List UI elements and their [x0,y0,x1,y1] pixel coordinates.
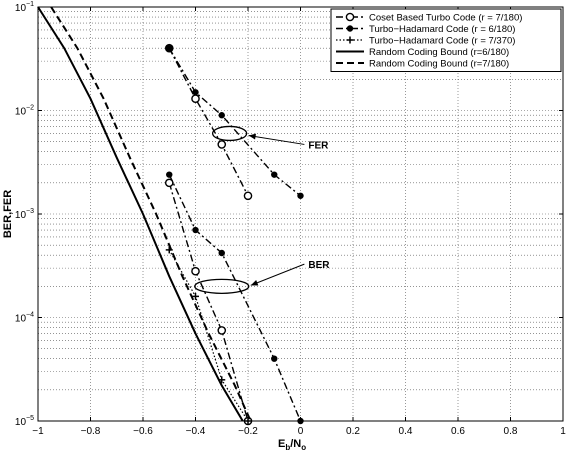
annotation-label: BER [308,260,330,271]
annotation-ellipse [194,278,250,294]
y-axis-label: BER,FER [2,190,14,238]
marker-dot [218,249,225,257]
legend: Coset Based Turbo Code (r = 7/180)Turbo−… [330,8,562,72]
annotation-ellipse [211,125,248,142]
annotation-arrow-line [250,263,305,286]
x-tick-label: −0.4 [186,426,206,437]
annotation-arrow-line [248,134,305,145]
marker-dot [271,355,278,362]
marker-open-circle [191,266,200,276]
x-tick-label: 0.4 [399,426,413,437]
x-axis-ticks: −1 −0.8 −0.6 −0.4 −0.2 0 0.2 0.4 0.6 0.8 1 [32,7,566,437]
annotation-label: FER [308,140,329,151]
marker-open-circle [217,326,227,335]
marker-open-circle [345,12,355,22]
y-tick-label: 10−4 [15,312,34,325]
legend-label: Random Coding Bound (r=6/180) [369,47,509,58]
legend-box [330,8,562,72]
series-3 [166,171,304,425]
legend-item: Random Coding Bound (r=6/180) [336,47,509,58]
x-tick-label: −1 [32,426,44,437]
series-2 [166,44,304,199]
marker-dot [271,171,278,178]
y-tick-label: 10−3 [15,208,34,221]
series-line [50,6,252,422]
marker-dot [166,44,173,52]
series-line [168,249,249,422]
legend-label: Coset Based Turbo Code (r = 7/180) [369,13,522,24]
y-tick-label: 10−5 [15,415,34,428]
x-tick-label: −0.8 [81,426,101,437]
x-tick-label: 0.2 [346,426,360,437]
marker-dot [346,25,354,32]
marker-dot [297,192,304,199]
x-tick-label: 0 [298,426,304,437]
y-tick-label: 10−1 [15,1,34,14]
marker-dot [218,112,225,119]
marker-open-circle [243,191,253,201]
marker-dot [192,89,199,96]
legend-label: Turbo−Hadamard Code (r = 7/370) [369,36,515,47]
series-line [37,6,244,422]
annotation-arrow-head [248,133,257,140]
marker-open-circle [217,140,227,149]
series-5 [37,6,244,422]
marker-open-circle [191,94,200,104]
x-tick-label: 1 [560,426,566,437]
marker-dot [192,226,199,234]
series-line [168,182,249,422]
x-tick-label: 0.8 [504,426,518,437]
annotation-arrow-head [250,279,259,286]
legend-label: Turbo−Hadamard Code (r = 6/180) [369,24,515,35]
x-tick-label: −0.6 [133,426,153,437]
grid [38,7,563,421]
y-tick-label: 10−2 [15,105,34,118]
legend-item: Coset Based Turbo Code (r = 7/180) [336,13,522,24]
x-tick-label: −0.2 [238,426,258,437]
annotations-layer: FER BER [194,125,330,294]
legend-item: Turbo−Hadamard Code (r = 6/180) [336,24,515,35]
series-line [168,47,249,197]
y-axis-ticks: 10−5 10−4 10−3 10−2 10−1 [15,1,563,428]
x-axis-label: Eb/No [278,438,306,452]
legend-item: Random Coding Bound (r=7/180) [336,59,509,70]
x-tick-label: 0.6 [451,426,465,437]
legend-label: Random Coding Bound (r=7/180) [369,59,509,70]
series-6 [50,6,252,422]
legend-item: Turbo−Hadamard Code (r = 7/370) [336,36,515,47]
marker-dot [166,171,173,178]
marker-open-circle [164,178,174,188]
